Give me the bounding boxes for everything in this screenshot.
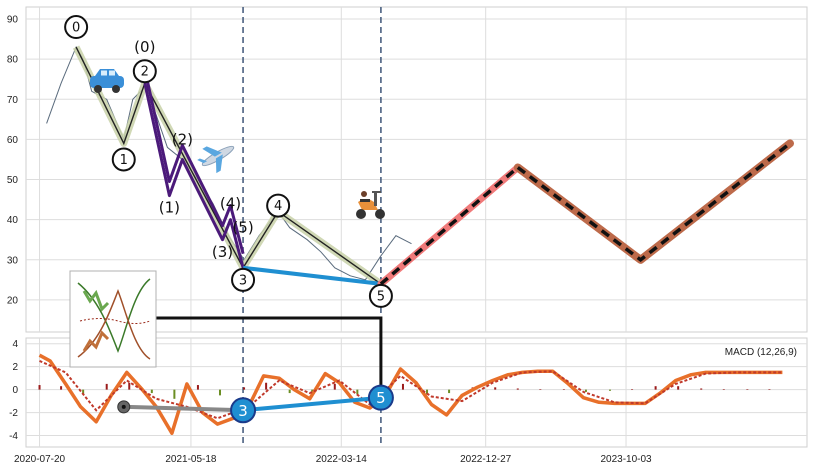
histogram-bar (426, 389, 429, 395)
divergence-gray-line (123, 404, 244, 413)
sub-wave-line-offset (143, 68, 245, 255)
histogram-bar (722, 389, 725, 390)
histogram-bar (218, 389, 221, 396)
histogram-bar (82, 389, 85, 395)
vertical-markers (242, 7, 382, 447)
divergence-gray-marker-dot (121, 404, 126, 409)
wave-label: 5 (377, 289, 385, 304)
wave-label: 1 (120, 153, 128, 168)
wave-label-circle (64, 15, 89, 40)
series-lines (38, 45, 794, 435)
macd-wave-label-circle (230, 397, 257, 424)
x-tick-label: 2022-12-27 (460, 454, 512, 465)
sub-wave-line (143, 82, 245, 269)
airplane-icon (197, 145, 235, 174)
histogram-bar (608, 389, 611, 391)
histogram-bar (516, 388, 519, 390)
x-tick-label: 2021-05-18 (165, 454, 217, 465)
panel-connector (129, 316, 383, 386)
wave-label: (4) (220, 195, 241, 213)
histogram-bar (105, 383, 108, 390)
price-y-tick-label: 70 (7, 95, 19, 106)
histogram-bar (333, 383, 336, 390)
price-y-tick-label: 40 (7, 215, 19, 226)
macd-y-tick-label: 4 (12, 339, 18, 350)
forecast-1-band (377, 164, 522, 288)
forecast-2-dashes (516, 142, 792, 263)
histogram-bar (768, 389, 771, 390)
primary-wave-line (75, 46, 382, 285)
x-tick-label: 2022-03-14 (316, 454, 368, 465)
x-tick-label: 2020-07-20 (14, 454, 66, 465)
histogram-bar (60, 386, 63, 390)
macd-wave-label-circle (367, 384, 394, 411)
wave-label: 4 (274, 199, 282, 214)
x-tick-label: 2023-10-03 (600, 454, 652, 465)
histogram-bar (311, 389, 314, 394)
wave-label-circle (266, 193, 291, 218)
car-icon (90, 69, 124, 93)
macd-wave-label: 3 (238, 402, 248, 420)
macd-y-tick-label: -2 (9, 408, 18, 419)
histogram-bar (243, 387, 246, 390)
price-y-tick-label: 90 (7, 15, 19, 26)
macd-line (38, 353, 783, 435)
wave-label: (1) (159, 199, 180, 217)
macd-wave-label: 5 (376, 389, 386, 407)
wave-label-circle (111, 147, 136, 172)
wave-label: 0 (72, 21, 80, 36)
histogram-bar (128, 382, 131, 390)
histogram-bar (584, 389, 587, 392)
histogram-bar (265, 382, 268, 390)
histogram-bar (746, 389, 749, 390)
wave-label: (0) (134, 38, 155, 56)
wave-labels: 0 (0) 2 1 (2) (1) (4) (5) (3) 4 3 5 3 5 (64, 15, 394, 424)
macd-title: MACD (12,26,9) (725, 347, 797, 358)
price-y-tick-label: 80 (7, 55, 19, 66)
histogram-bar (677, 386, 680, 390)
wave-label-circle (231, 267, 256, 292)
histogram-bar (562, 389, 565, 390)
histogram-bar (700, 388, 703, 390)
wave-label-circle (368, 283, 393, 308)
histogram-bar (448, 389, 451, 394)
divergence-blue-line (242, 395, 382, 413)
price-y-tick-label: 50 (7, 175, 19, 186)
price-y-tick-label: 30 (7, 255, 19, 266)
histogram-bar (401, 383, 404, 390)
wave-label: (5) (232, 219, 253, 237)
histogram-bar (196, 385, 199, 390)
histogram-bar (631, 389, 634, 390)
connector-line (129, 316, 383, 386)
macd-y-tick-label: 2 (12, 362, 18, 373)
histogram-bar (288, 389, 291, 394)
histogram-bar (654, 386, 657, 390)
wave-inset-icon (69, 270, 157, 368)
wave-label: (3) (212, 243, 233, 261)
macd-y-tick-label: -4 (9, 431, 18, 442)
histogram-bar (173, 389, 176, 399)
trend-line (242, 265, 382, 286)
wave-label-circle (132, 59, 157, 84)
scooter-icon (356, 191, 385, 219)
histogram-bar (38, 385, 41, 390)
wave-label: 3 (239, 273, 247, 288)
price-y-tick-label: 60 (7, 135, 19, 146)
macd-y-tick-label: 0 (12, 385, 18, 396)
price-y-tick-label: 20 (7, 295, 19, 306)
histogram-bar (539, 389, 542, 390)
histogram-bar (494, 387, 497, 390)
histogram-bar (356, 389, 359, 395)
wave-label: (2) (172, 130, 193, 148)
histogram-bar (150, 389, 153, 394)
wave-label: 2 (141, 65, 149, 80)
macd-histogram (38, 382, 771, 399)
